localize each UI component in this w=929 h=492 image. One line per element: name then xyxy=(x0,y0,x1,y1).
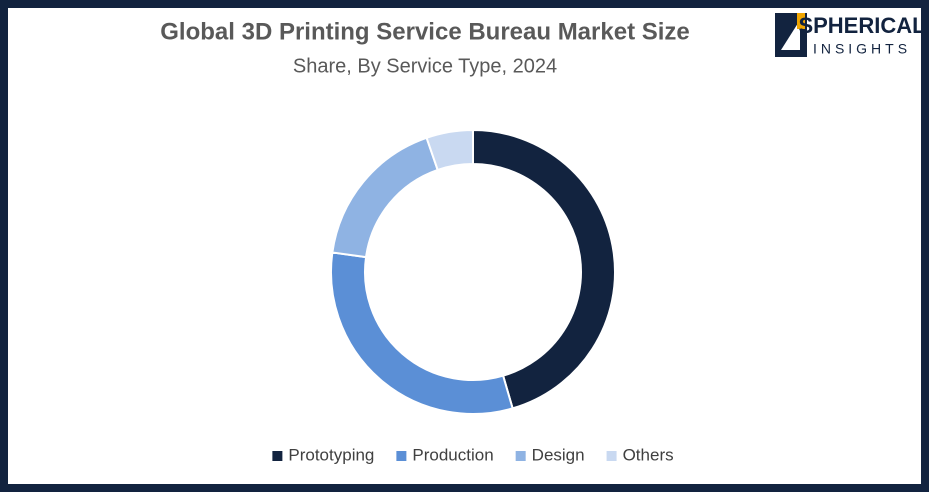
logo-text: INSIGHTS xyxy=(813,41,911,57)
legend-swatch xyxy=(396,451,407,461)
logo-accent xyxy=(797,13,805,29)
legend-label: Production xyxy=(412,445,493,464)
legend-swatch xyxy=(606,451,617,461)
chart-title: Global 3D Printing Service Bureau Market… xyxy=(160,18,690,45)
legend-label: Prototyping xyxy=(288,445,374,464)
donut-segment xyxy=(472,128,616,410)
donut-segment xyxy=(425,128,474,172)
legend: Prototyping Production Design Others xyxy=(272,445,674,464)
legend-label: Design xyxy=(532,445,585,464)
logo-mark-cut xyxy=(781,20,800,50)
legend-label: Others xyxy=(623,445,674,464)
logo-text: SPHERICAL xyxy=(798,13,925,38)
legend-swatch xyxy=(515,451,526,461)
legend-swatch xyxy=(272,451,283,461)
logo: SPHERICAL INSIGHTS xyxy=(775,13,926,57)
chart-subtitle: Share, By Service Type, 2024 xyxy=(293,55,557,77)
